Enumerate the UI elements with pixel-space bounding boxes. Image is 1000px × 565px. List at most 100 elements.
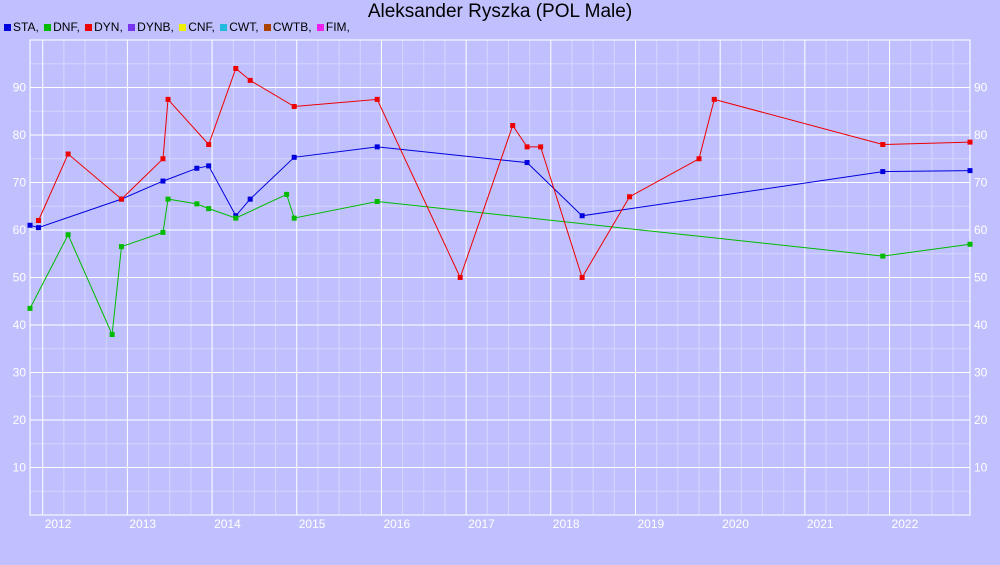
data-point-dyn — [247, 77, 253, 83]
legend-swatch-fim — [316, 24, 324, 31]
y-tick-label-left: 60 — [13, 223, 27, 237]
data-point-dnf — [165, 196, 171, 202]
data-point-sta — [160, 178, 166, 184]
x-tick-label: 2016 — [383, 517, 410, 531]
data-point-dyn — [711, 96, 717, 102]
data-point-dnf — [206, 206, 212, 212]
data-point-dyn — [696, 156, 702, 162]
legend-label-cwt: CWT, — [229, 20, 259, 34]
legend-swatch-dnf — [44, 24, 52, 31]
data-point-dnf — [880, 253, 886, 259]
legend-item-dyn: DYN, — [85, 20, 123, 34]
y-tick-label-right: 60 — [974, 223, 988, 237]
data-point-dyn — [457, 275, 463, 280]
legend-item-cwt: CWT, — [220, 20, 259, 34]
legend-swatch-cnf — [179, 24, 187, 31]
series-line-sta — [29, 146, 971, 229]
data-point-dyn — [524, 144, 530, 150]
data-point-dyn — [627, 194, 633, 200]
legend-item-dnf: DNF, — [44, 20, 80, 34]
data-point-sta — [374, 144, 380, 150]
legend-item-cnf: CNF, — [179, 20, 215, 34]
legend-swatch-sta — [4, 24, 11, 31]
data-point-dyn — [118, 196, 124, 202]
series-line-dyn — [38, 67, 971, 279]
data-point-dyn — [206, 142, 212, 147]
y-tick-label-left: 90 — [13, 81, 27, 95]
legend-label-fim: FIM, — [325, 20, 350, 34]
y-tick-label-right: 70 — [974, 176, 988, 190]
data-point-dnf — [291, 215, 297, 221]
series-line-dnf — [29, 193, 971, 337]
data-point-dnf — [233, 215, 239, 221]
x-tick-label: 2012 — [45, 517, 72, 531]
y-tick-label-right: 30 — [974, 366, 988, 380]
plot-frame — [29, 39, 971, 516]
y-tick-label-left: 10 — [13, 461, 27, 475]
data-point-dnf — [65, 232, 71, 238]
y-tick-label-right: 50 — [974, 271, 988, 285]
chart-title: Aleksander Ryszka (POL Male) — [367, 1, 633, 22]
data-point-sta — [194, 165, 200, 171]
legend-item-fim: FIM, — [316, 20, 350, 34]
x-tick-label: 2021 — [807, 517, 834, 531]
y-tick-label-left: 20 — [13, 413, 27, 427]
y-tick-label-left: 70 — [13, 176, 27, 190]
data-point-sta — [291, 154, 297, 160]
legend-swatch-cwtb — [263, 24, 271, 31]
data-point-dyn — [374, 96, 380, 102]
data-point-dyn — [291, 104, 297, 109]
legend-label-cwtb: CWTB, — [272, 20, 312, 34]
data-point-sta — [27, 222, 33, 228]
data-point-sta — [880, 169, 886, 175]
legend-label-cnf: CNF, — [188, 20, 215, 34]
y-tick-label-left: 30 — [13, 366, 27, 380]
y-tick-label-right: 80 — [974, 128, 988, 142]
data-point-dyn — [233, 66, 239, 71]
legend-label-sta: STA, — [13, 20, 39, 34]
x-tick-label: 2017 — [468, 517, 495, 531]
x-tick-label: 2022 — [892, 517, 919, 531]
legend-label-dynb: DYNB, — [137, 20, 174, 34]
y-tick-label-right: 40 — [974, 318, 988, 332]
data-point-dnf — [118, 244, 124, 250]
legend-label-dyn: DYN, — [94, 20, 123, 34]
x-tick-label: 2014 — [214, 517, 241, 531]
data-point-dnf — [27, 305, 33, 311]
legend-label-dnf: DNF, — [53, 20, 80, 34]
data-point-dyn — [579, 275, 585, 280]
legend: STA, DNF, DYN, DYNB, CNF, CWT, CWTB, FIM… — [4, 20, 352, 34]
x-tick-label: 2019 — [637, 517, 664, 531]
data-point-sta — [35, 225, 41, 231]
data-point-dyn — [880, 142, 886, 147]
data-point-dnf — [374, 199, 380, 204]
data-point-dyn — [35, 218, 41, 223]
x-tick-label: 2015 — [299, 517, 326, 531]
x-tick-label: 2013 — [129, 517, 156, 531]
y-tick-label-right: 10 — [974, 461, 988, 475]
data-point-sta — [206, 163, 212, 169]
data-point-sta — [579, 213, 585, 219]
y-tick-label-left: 80 — [13, 128, 27, 142]
legend-swatch-dyn — [85, 24, 93, 31]
y-tick-label-right: 20 — [974, 413, 988, 427]
data-point-dnf — [160, 229, 166, 235]
x-tick-label: 2020 — [722, 517, 749, 531]
legend-item-sta: STA, — [4, 20, 39, 34]
data-point-dnf — [967, 241, 973, 247]
data-point-sta — [524, 160, 530, 166]
data-point-dnf — [109, 332, 115, 337]
data-point-dyn — [65, 151, 71, 157]
data-point-sta — [967, 168, 973, 174]
legend-item-cwtb: CWTB, — [263, 20, 312, 34]
data-point-dyn — [165, 96, 171, 102]
data-point-dyn — [967, 139, 973, 145]
data-point-dyn — [538, 144, 544, 150]
x-tick-label: 2018 — [553, 517, 580, 531]
legend-swatch-dynb — [128, 24, 136, 31]
y-tick-label-left: 50 — [13, 271, 27, 285]
data-point-dnf — [284, 191, 290, 197]
data-point-dnf — [194, 201, 200, 207]
y-tick-label-left: 40 — [13, 318, 27, 332]
